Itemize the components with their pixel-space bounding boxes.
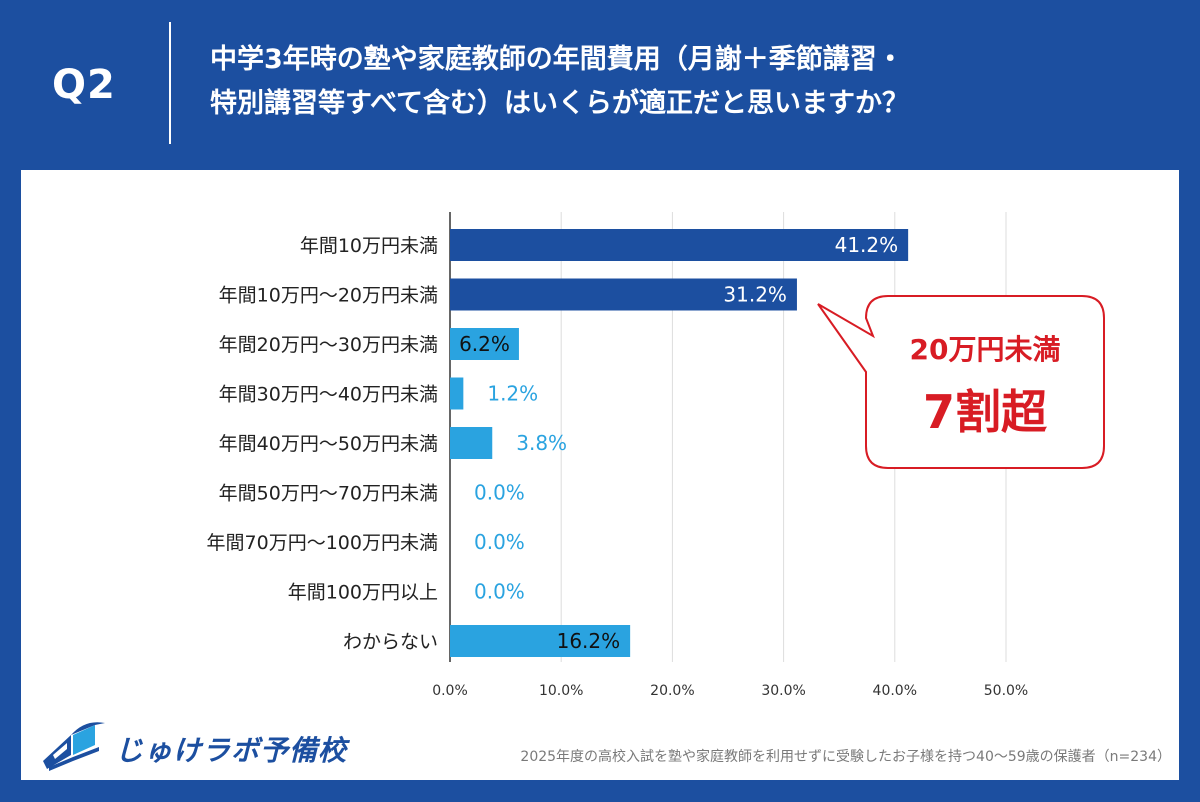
brand-name: じゅけラボ予備校: [115, 734, 348, 767]
callout-shape: [817, 295, 1105, 469]
x-tick-label: 40.0%: [873, 683, 917, 699]
question-header: Q2 中学3年時の塾や家庭教師の年間費用（月謝＋季節講習・ 特別講習等すべて含む…: [0, 0, 1200, 170]
value-label: 0.0%: [474, 580, 525, 604]
question-title-line1: 中学3年時の塾や家庭教師の年間費用（月謝＋季節講習・: [210, 44, 904, 75]
value-label: 0.0%: [474, 530, 525, 554]
x-tick-label: 20.0%: [650, 683, 694, 699]
question-title: 中学3年時の塾や家庭教師の年間費用（月謝＋季節講習・ 特別講習等すべて含む）はい…: [210, 38, 1170, 126]
chart-panel: [21, 170, 1179, 780]
value-label: 3.8%: [516, 431, 567, 455]
value-label: 6.2%: [459, 332, 510, 356]
bars: [450, 229, 909, 657]
x-tick-label: 50.0%: [984, 683, 1028, 699]
question-number: Q2: [52, 62, 116, 108]
bar: [450, 278, 797, 311]
value-label: 41.2%: [835, 233, 899, 257]
value-label: 1.2%: [487, 382, 538, 406]
category-label: 年間10万円未満: [300, 235, 438, 257]
value-labels: 41.2% 31.2% 6.2% 1.2% 3.8% 0.0% 0.0% 0.0% 16.2%: [459, 233, 898, 653]
x-tick-label: 0.0%: [432, 683, 468, 699]
category-label: 年間10万円〜20万円未満: [219, 285, 438, 307]
survey-footnote: 2025年度の高校入試を塾や家庭教師を利用せずに受験したお子様を持つ40〜59歳…: [520, 749, 1171, 765]
value-label: 0.0%: [474, 481, 525, 505]
category-labels: 年間10万円未満年間10万円〜20万円未満年間20万円〜30万円未満年間30万円…: [207, 235, 438, 653]
category-label: 年間70万円〜100万円未満: [207, 532, 438, 554]
callout-line1: 20万円未満: [909, 333, 1061, 366]
category-label: 年間20万円〜30万円未満: [219, 334, 438, 356]
callout-bubble: [817, 295, 1105, 469]
bar: [450, 328, 519, 360]
book-logo-icon: [43, 722, 105, 771]
header-divider: [169, 22, 171, 144]
bar: [450, 427, 493, 459]
x-tick-label: 10.0%: [539, 683, 583, 699]
bar: [450, 229, 909, 261]
question-title-line2: 特別講習等すべて含む）はいくらが適正だと思いますか？: [210, 88, 910, 119]
bar: [450, 625, 631, 657]
category-label: 年間50万円〜70万円未満: [219, 483, 438, 505]
value-label: 16.2%: [557, 629, 621, 653]
bar: [450, 377, 464, 410]
brand-logo: じゅけラボ予備校: [33, 715, 346, 775]
category-label: わからない: [343, 631, 438, 653]
x-tick-label: 30.0%: [761, 683, 805, 699]
callout-line2: 7割超: [922, 385, 1047, 439]
category-label: 年間40万円〜50万円未満: [219, 433, 438, 455]
category-label: 年間100万円以上: [288, 582, 438, 604]
x-tick-labels: 0.0% 10.0% 20.0% 30.0% 40.0% 50.0%: [432, 683, 1028, 699]
value-label: 31.2%: [723, 283, 787, 307]
category-label: 年間30万円〜40万円未満: [219, 384, 438, 406]
